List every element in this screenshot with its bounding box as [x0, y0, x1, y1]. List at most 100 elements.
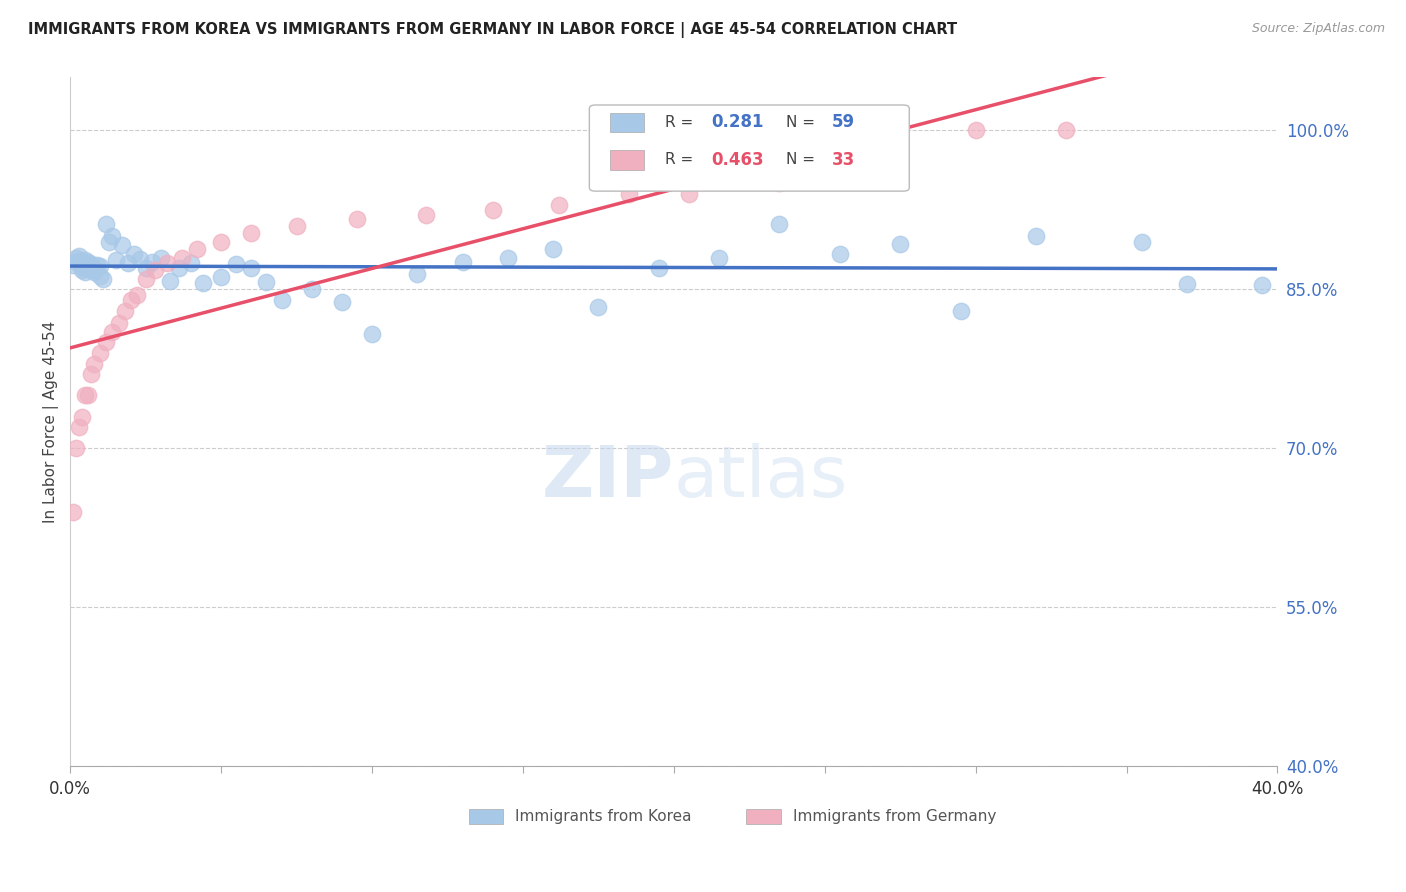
- Point: [125, 287, 148, 301]
- Point: [114, 303, 136, 318]
- Point: [104, 252, 127, 267]
- Point: [80, 257, 103, 271]
- Point: [101, 229, 124, 244]
- Text: 59: 59: [832, 113, 855, 131]
- FancyBboxPatch shape: [610, 151, 644, 169]
- Point: [96, 335, 118, 350]
- Point: [167, 261, 190, 276]
- Point: [83, 262, 105, 277]
- Point: [65, 442, 87, 456]
- Point: [117, 256, 139, 270]
- Point: [768, 217, 790, 231]
- Point: [889, 236, 911, 251]
- Point: [75, 265, 97, 279]
- Point: [270, 293, 292, 307]
- Point: [67, 420, 90, 434]
- Point: [301, 282, 323, 296]
- Point: [89, 268, 111, 283]
- Point: [707, 251, 730, 265]
- Point: [1054, 123, 1077, 137]
- Text: R =: R =: [665, 115, 699, 130]
- Point: [67, 253, 90, 268]
- Text: ZIP: ZIP: [541, 442, 673, 512]
- Point: [209, 235, 232, 249]
- Point: [1175, 277, 1198, 292]
- Point: [159, 274, 181, 288]
- Y-axis label: In Labor Force | Age 45-54: In Labor Force | Age 45-54: [44, 321, 59, 523]
- Point: [65, 251, 87, 265]
- Point: [89, 259, 111, 273]
- Point: [186, 242, 208, 256]
- Point: [122, 247, 145, 261]
- Point: [80, 263, 103, 277]
- Point: [496, 251, 519, 265]
- Point: [83, 265, 105, 279]
- Point: [107, 317, 129, 331]
- Point: [481, 202, 503, 217]
- Point: [541, 242, 564, 256]
- FancyBboxPatch shape: [468, 808, 503, 823]
- Point: [254, 275, 277, 289]
- FancyBboxPatch shape: [747, 808, 780, 823]
- Point: [548, 197, 571, 211]
- Point: [62, 258, 84, 272]
- Point: [62, 505, 84, 519]
- Point: [135, 261, 157, 276]
- Text: Immigrants from Germany: Immigrants from Germany: [793, 808, 997, 823]
- Point: [170, 251, 193, 265]
- Text: atlas: atlas: [673, 442, 848, 512]
- Point: [96, 217, 118, 231]
- Point: [180, 256, 202, 270]
- FancyBboxPatch shape: [610, 112, 644, 132]
- Point: [451, 255, 474, 269]
- Point: [77, 255, 100, 269]
- Point: [75, 261, 97, 276]
- Text: N =: N =: [786, 153, 820, 168]
- Point: [141, 255, 163, 269]
- Point: [120, 293, 142, 307]
- Point: [330, 295, 353, 310]
- Point: [72, 256, 94, 270]
- Point: [67, 248, 90, 262]
- Point: [285, 219, 308, 233]
- Point: [77, 259, 100, 273]
- Point: [72, 409, 94, 424]
- Point: [93, 272, 115, 286]
- Point: [86, 258, 108, 272]
- Point: [859, 171, 882, 186]
- Text: R =: R =: [665, 153, 699, 168]
- Text: 0.463: 0.463: [711, 151, 763, 169]
- Point: [209, 269, 232, 284]
- Text: 33: 33: [832, 151, 855, 169]
- Point: [648, 261, 671, 276]
- Point: [240, 261, 263, 276]
- Point: [143, 263, 166, 277]
- Point: [965, 123, 987, 137]
- Point: [406, 267, 429, 281]
- Point: [225, 257, 247, 271]
- Point: [768, 177, 790, 191]
- Text: IMMIGRANTS FROM KOREA VS IMMIGRANTS FROM GERMANY IN LABOR FORCE | AGE 45-54 CORR: IMMIGRANTS FROM KOREA VS IMMIGRANTS FROM…: [28, 22, 957, 38]
- Point: [98, 235, 121, 249]
- Point: [75, 388, 97, 402]
- Point: [678, 187, 700, 202]
- Text: Source: ZipAtlas.com: Source: ZipAtlas.com: [1251, 22, 1385, 36]
- Point: [949, 303, 972, 318]
- Point: [149, 251, 172, 265]
- Point: [156, 256, 179, 270]
- Text: N =: N =: [786, 115, 820, 130]
- Text: 0.281: 0.281: [711, 113, 763, 131]
- Point: [828, 247, 851, 261]
- Point: [89, 346, 111, 360]
- Point: [80, 368, 103, 382]
- Text: Immigrants from Korea: Immigrants from Korea: [515, 808, 692, 823]
- FancyBboxPatch shape: [589, 105, 910, 191]
- Point: [588, 301, 610, 315]
- Point: [346, 212, 368, 227]
- Point: [128, 252, 150, 266]
- Point: [240, 227, 263, 241]
- Point: [72, 260, 94, 275]
- Point: [1130, 235, 1153, 249]
- Point: [361, 326, 384, 341]
- Point: [191, 276, 214, 290]
